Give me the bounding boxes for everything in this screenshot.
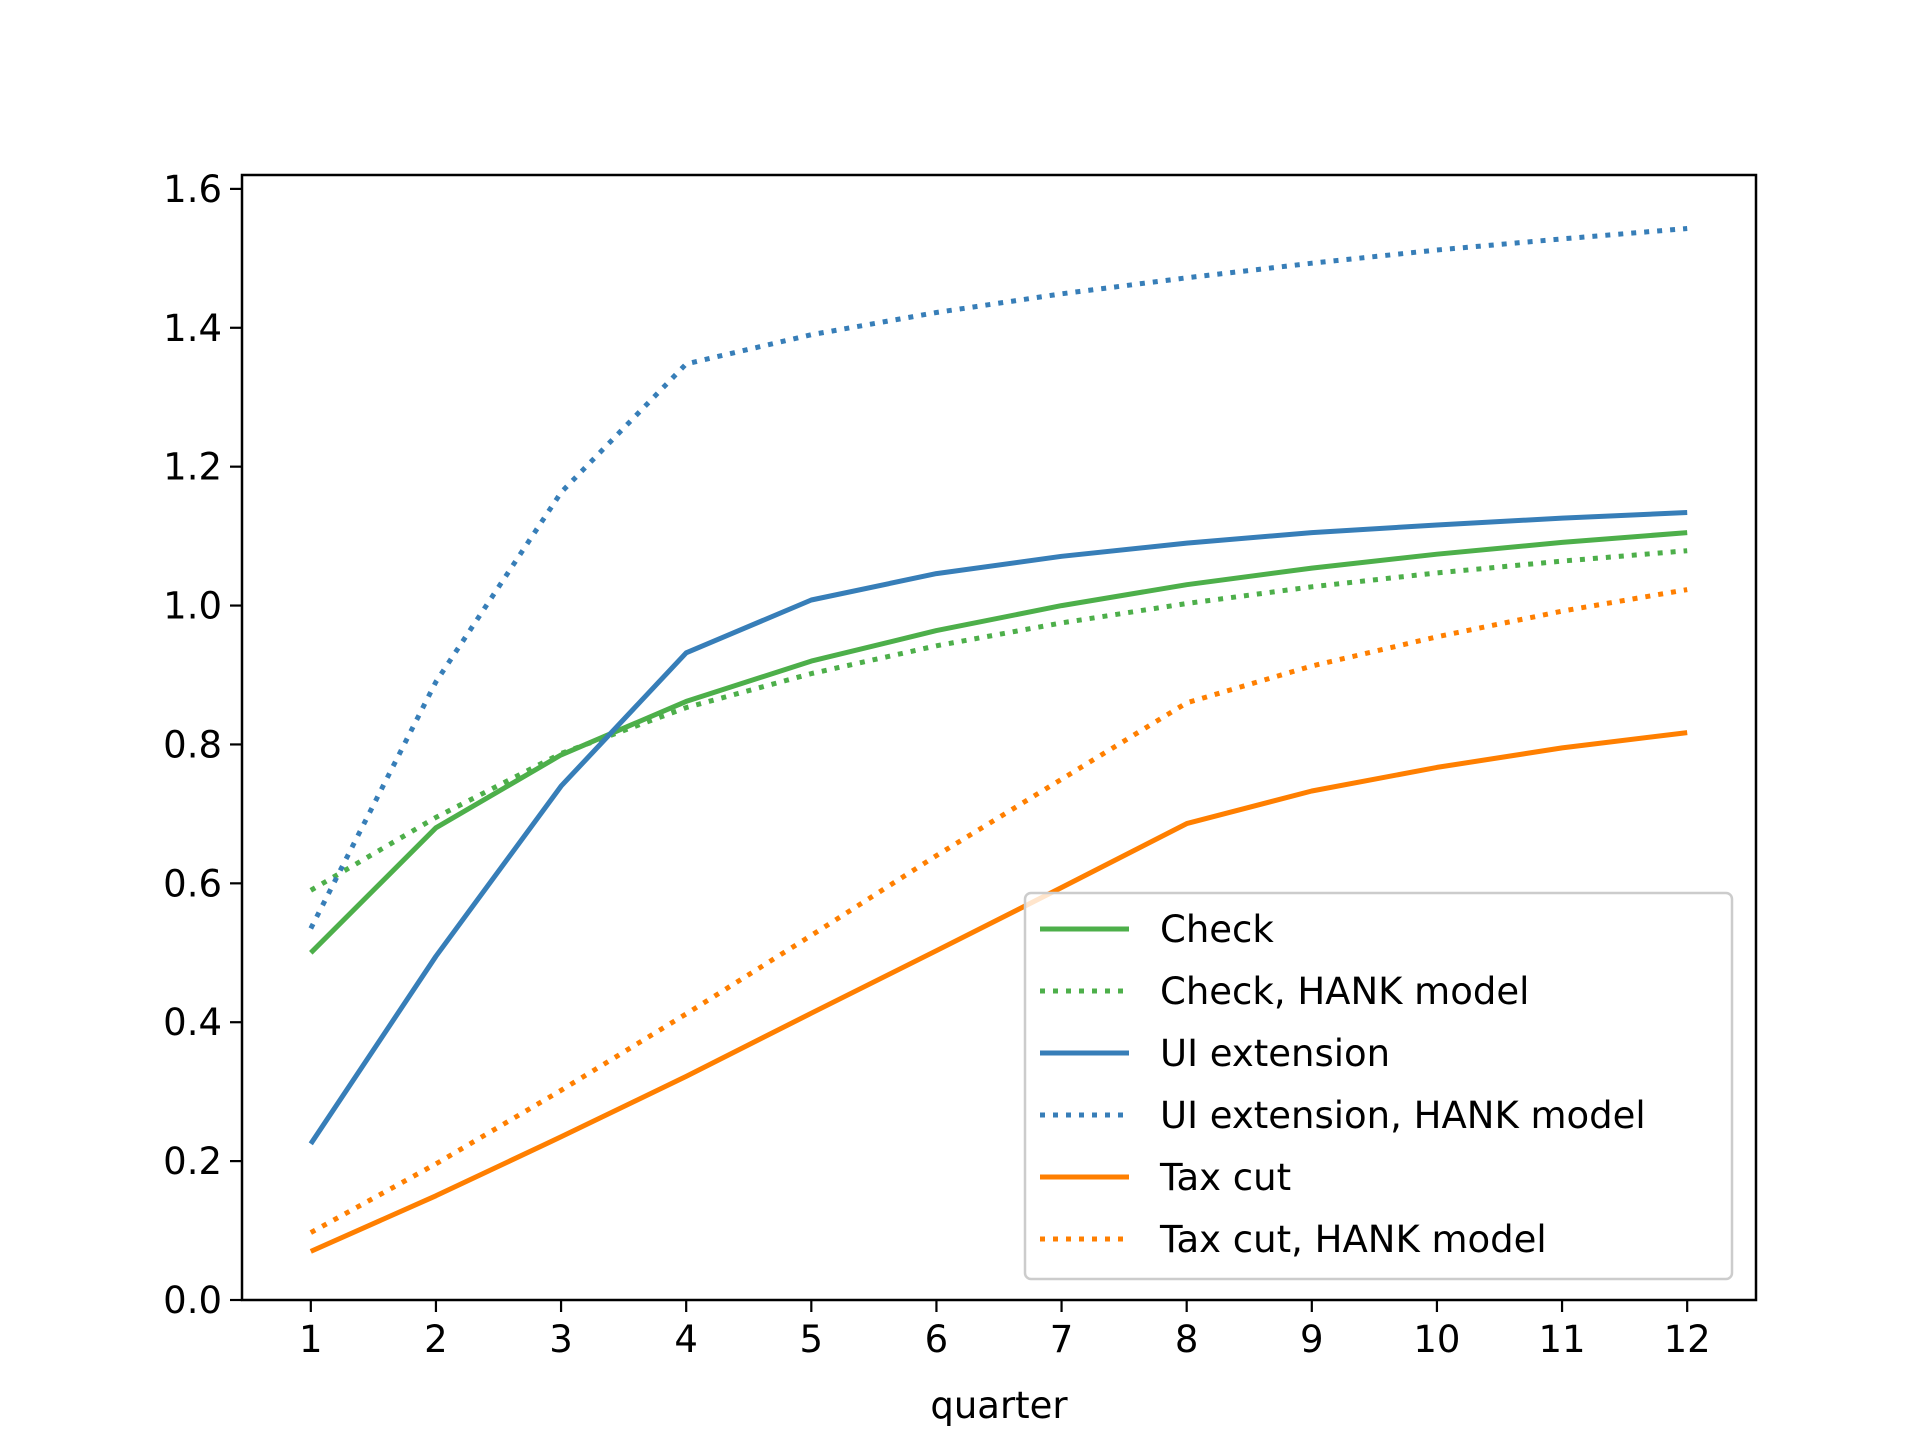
legend-label: UI extension: [1160, 1032, 1390, 1075]
series-line-0: [309, 530, 1688, 955]
x-tick-label: 2: [424, 1318, 448, 1361]
x-tick-label: 12: [1664, 1318, 1711, 1361]
x-tick-label: 11: [1539, 1318, 1586, 1361]
legend-label: Check, HANK model: [1160, 970, 1529, 1013]
series-line-5: [309, 587, 1688, 1235]
x-tick-label: 5: [800, 1318, 824, 1361]
y-tick-label: 0.0: [163, 1279, 222, 1322]
y-tick-label: 1.2: [163, 446, 222, 489]
legend-label: Tax cut, HANK model: [1159, 1218, 1547, 1261]
x-tick-label: 7: [1050, 1318, 1074, 1361]
x-tick-label: 4: [674, 1318, 698, 1361]
series-line-2: [308, 510, 1688, 1146]
legend-label: UI extension, HANK model: [1160, 1094, 1646, 1137]
plot-frame: [240, 173, 1758, 1302]
y-axis: 0.0 0.2 0.4 0.6 0.8 1.0 1.2 1.4 1.6: [163, 168, 242, 1322]
x-tick-label: 9: [1300, 1318, 1324, 1361]
x-tick-label: 1: [299, 1318, 323, 1361]
plot-lines: [308, 226, 1688, 1254]
y-tick-label: 1.4: [163, 307, 222, 350]
y-tick-label: 1.0: [163, 585, 222, 628]
x-axis: 1 2 3 4 5 6 7 8 9 10 11 12: [299, 1300, 1711, 1361]
y-tick-label: 0.8: [163, 723, 222, 766]
series-line-3: [308, 226, 1688, 930]
legend-box: [1023, 891, 1734, 1281]
x-tick-label: 10: [1413, 1318, 1460, 1361]
legend-label: Check: [1160, 908, 1274, 951]
x-tick-label: 3: [549, 1318, 573, 1361]
legend-label: Tax cut: [1159, 1156, 1291, 1199]
legend: Check Check, HANK model UI extension UI ext…: [1023, 891, 1734, 1281]
y-tick-label: 0.4: [163, 1001, 222, 1044]
x-axis-label: quarter: [930, 1384, 1068, 1427]
x-tick-label: 6: [925, 1318, 949, 1361]
series-line-1: [309, 548, 1688, 893]
series-line-4: [309, 730, 1688, 1254]
y-tick-label: 0.2: [163, 1140, 222, 1183]
y-tick-label: 1.6: [163, 168, 222, 211]
y-tick-label: 0.6: [163, 862, 222, 905]
x-tick-label: 8: [1175, 1318, 1199, 1361]
